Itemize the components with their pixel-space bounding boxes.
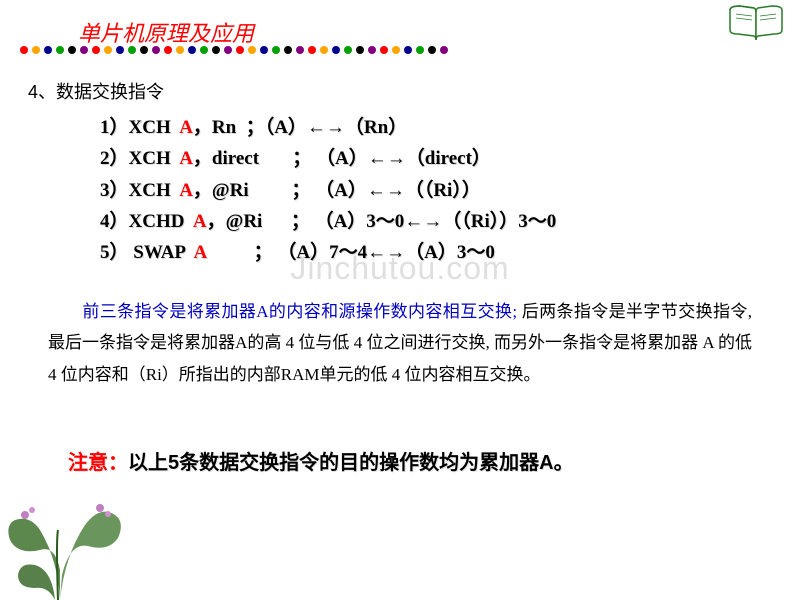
instruction-rest: ； （A）7～4←→（A）3～0 — [206, 242, 495, 263]
divider-dot — [308, 46, 316, 54]
divider-dot — [176, 46, 184, 54]
divider-dot — [272, 46, 280, 54]
instruction-rest: ，Rn ；（A）←→（Rn） — [193, 117, 407, 138]
divider-dot — [416, 46, 424, 54]
note-line: 注意：以上5条数据交换指令的目的操作数均为累加器A。 — [68, 446, 574, 475]
divider-dot — [164, 46, 172, 54]
divider-dot — [104, 46, 112, 54]
divider-dot — [224, 46, 232, 54]
instruction-rest: ，@Ri ； （A）3～0←→（（Ri））3～0 — [207, 211, 557, 232]
divider-dot — [236, 46, 244, 54]
instruction-line: 1）XCH A，Rn ；（A）←→（Rn） — [100, 112, 556, 143]
divider-dot — [404, 46, 412, 54]
instruction-line: 4）XCHD A，@Ri ； （A）3～0←→（（Ri））3～0 — [100, 206, 556, 237]
divider-dot — [188, 46, 196, 54]
divider-dot — [212, 46, 220, 54]
instruction-accumulator: A — [179, 148, 193, 169]
divider-dot — [116, 46, 124, 54]
section-heading: 4、数据交换指令 — [28, 78, 164, 104]
instruction-list: 1）XCH A，Rn ；（A）←→（Rn）2）XCH A，direct ； （A… — [100, 112, 556, 269]
divider-dot — [296, 46, 304, 54]
decorative-divider — [20, 46, 470, 54]
divider-dot — [440, 46, 448, 54]
divider-dot — [92, 46, 100, 54]
divider-dot — [320, 46, 328, 54]
note-text: 以上5条数据交换指令的目的操作数均为累加器A。 — [128, 452, 574, 474]
instruction-line: 5） SWAP A ； （A）7～4←→（A）3～0 — [100, 237, 556, 268]
instruction-rest: ，@Ri ； （A）←→（（Ri）） — [193, 180, 481, 201]
divider-dot — [56, 46, 64, 54]
divider-dot — [428, 46, 436, 54]
book-icon — [728, 4, 784, 44]
divider-dot — [200, 46, 208, 54]
instruction-op: 2）XCH — [100, 148, 179, 169]
divider-dot — [68, 46, 76, 54]
instruction-accumulator: A — [179, 180, 193, 201]
divider-dot — [128, 46, 136, 54]
divider-dot — [20, 46, 28, 54]
instruction-accumulator: A — [179, 117, 193, 138]
divider-dot — [140, 46, 148, 54]
leaf-decoration-icon — [0, 470, 140, 600]
divider-dot — [152, 46, 160, 54]
instruction-accumulator: A — [193, 211, 207, 232]
instruction-op: 1）XCH — [100, 117, 179, 138]
page-title: 单片机原理及应用 — [78, 16, 254, 48]
divider-dot — [392, 46, 400, 54]
instruction-accumulator: A — [193, 242, 206, 263]
divider-dot — [260, 46, 268, 54]
instruction-line: 3）XCH A，@Ri ； （A）←→（（Ri）） — [100, 175, 556, 206]
divider-dot — [380, 46, 388, 54]
divider-dot — [284, 46, 292, 54]
divider-dot — [80, 46, 88, 54]
instruction-op: 5） SWAP — [100, 242, 193, 263]
divider-dot — [32, 46, 40, 54]
explanation-paragraph: 前三条指令是将累加器A的内容和源操作数内容相互交换; 后两条指令是半字节交换指令… — [48, 296, 752, 390]
divider-dot — [44, 46, 52, 54]
instruction-op: 4）XCHD — [100, 211, 193, 232]
divider-dot — [368, 46, 376, 54]
divider-dot — [344, 46, 352, 54]
instruction-op: 3）XCH — [100, 180, 179, 201]
instruction-rest: ，direct ； （A）←→（direct） — [193, 148, 491, 169]
divider-dot — [332, 46, 340, 54]
divider-dot — [248, 46, 256, 54]
instruction-line: 2）XCH A，direct ； （A）←→（direct） — [100, 143, 556, 174]
divider-dot — [356, 46, 364, 54]
explain-lead: 前三条指令是将累加器A的内容和源操作数内容相互交换; — [82, 302, 522, 321]
